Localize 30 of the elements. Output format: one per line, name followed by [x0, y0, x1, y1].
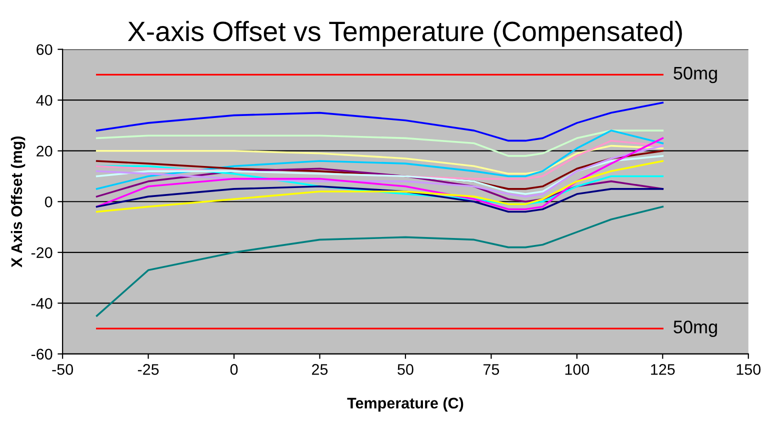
y-tick-label: -40 [31, 298, 52, 309]
y-tick-label: 20 [36, 146, 52, 157]
x-tick-label: 150 [736, 364, 761, 375]
y-tick-label: 60 [36, 44, 52, 56]
x-tick-label: 75 [483, 364, 500, 375]
x-tick-label: 125 [651, 364, 675, 375]
x-axis-title: Temperature (C) [347, 397, 464, 412]
line-series [96, 185, 664, 213]
x-tick-label: 25 [312, 364, 328, 375]
y-axis-title: X Axis Offset (mg) [10, 136, 26, 268]
x-tick-label: 0 [230, 364, 238, 375]
y-tick-label: -60 [31, 348, 52, 360]
y-tick-label: 40 [36, 94, 52, 106]
y-tick-label: -20 [31, 247, 52, 258]
x-tick-label: -25 [138, 364, 159, 375]
line-series [96, 144, 664, 198]
line-series [96, 130, 664, 157]
y-tick-label: 0 [44, 196, 52, 208]
x-tick-label: -50 [52, 364, 74, 375]
line-series [96, 206, 664, 317]
x-tick-label: 50 [398, 364, 414, 375]
chart-title: X-axis Offset vs Temperature (Compensated) [128, 20, 682, 47]
line-series [96, 130, 664, 190]
line-series [96, 155, 664, 195]
line-series [96, 160, 664, 213]
ref-line-label: 50mg [674, 320, 717, 337]
line-series [96, 102, 664, 142]
x-tick-label: 100 [565, 364, 590, 375]
line-series [96, 137, 664, 210]
ref-line-label: 50mg [674, 66, 717, 84]
